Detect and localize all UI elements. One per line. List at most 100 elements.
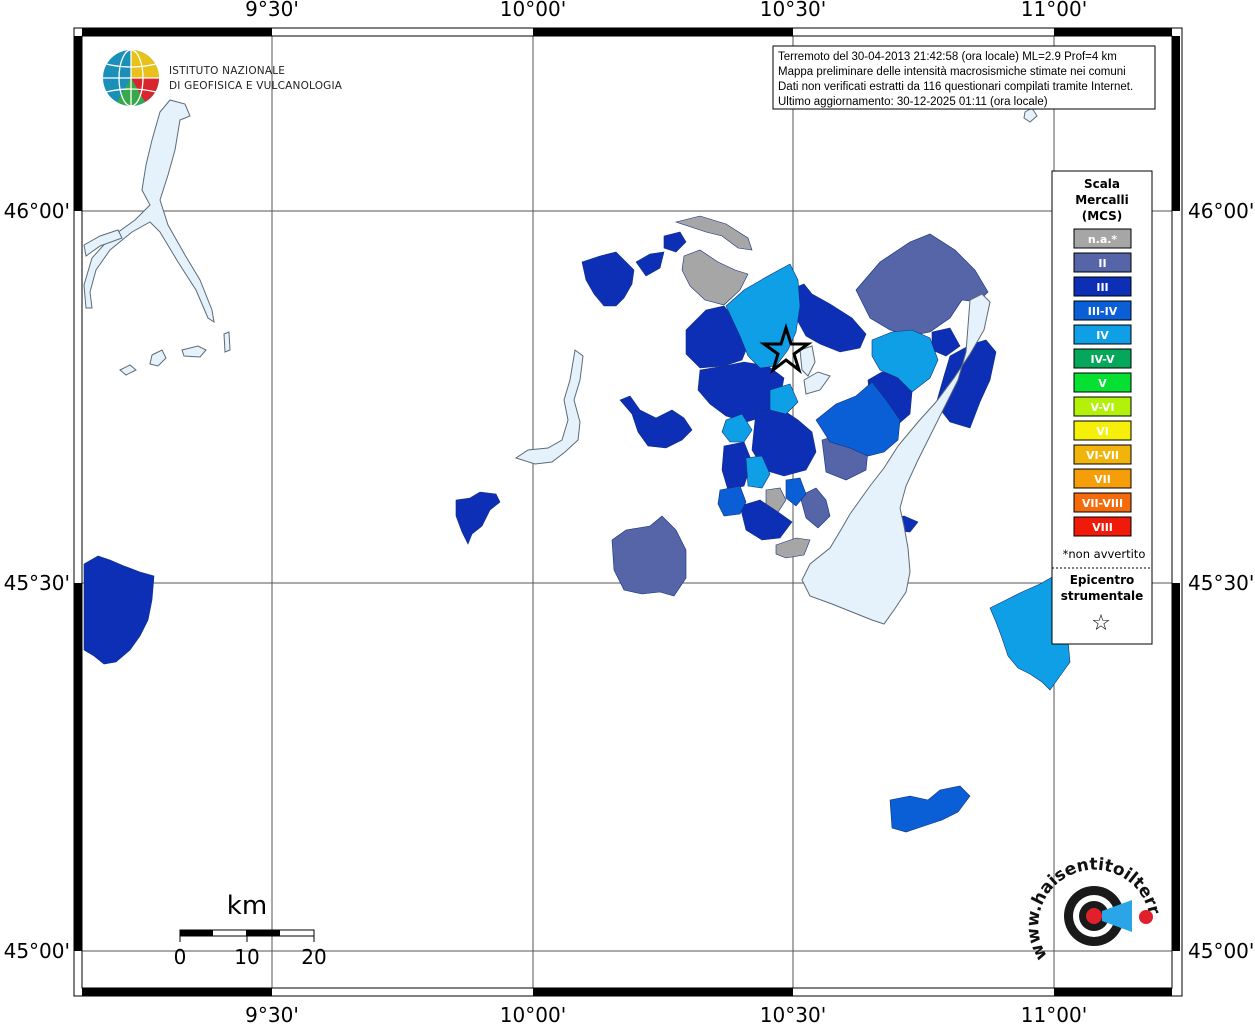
info-line-updated: Ultimo aggiornamento: 30-12-2025 01:11 (…: [778, 96, 1048, 108]
municipality-na: [775, 537, 811, 559]
municipality-iii: [581, 251, 635, 307]
tick-lon-bottom-2: 10°00': [500, 1003, 566, 1024]
scale-label-10: 10: [234, 945, 259, 969]
legend-swatch: [1073, 468, 1132, 489]
lake-small-3: [119, 364, 137, 376]
legend-swatch: [1073, 348, 1132, 369]
tick-lon-bottom-3: 10°30': [760, 1003, 826, 1024]
legend-class-label: III: [1096, 281, 1108, 294]
municipality-iv: [745, 455, 771, 489]
map-area: [82, 36, 1172, 988]
info-line-data: Dati non verificati estratti da 116 ques…: [778, 81, 1133, 93]
ingv-logo: ISTITUTO NAZIONALE DI GEOFISICA E VULCAN…: [103, 49, 343, 107]
tick-lon-top-2: 10°00': [500, 0, 566, 21]
lake-como-branch: [83, 229, 123, 257]
lake-garda-north: [803, 371, 831, 395]
tick-lat-left-1: 46°00': [4, 199, 70, 223]
legend-classes: n.a.*IIIIIIII-IVIVIV-VVV-VIVIVI-VIIVIIVI…: [1073, 228, 1132, 537]
legend-swatch: [1073, 396, 1132, 417]
legend: Scala Mercalli (MCS) n.a.*IIIIIIII-IVIVI…: [1051, 170, 1153, 645]
scale-label-0: 0: [174, 945, 187, 969]
legend-title-1: Scala: [1084, 177, 1120, 191]
lake-small-4: [223, 331, 231, 353]
municipality-iv: [871, 329, 939, 393]
epicenter-star-icon: ☆: [1091, 611, 1111, 636]
municipality-ii: [611, 515, 687, 597]
municipality-iii: [793, 283, 867, 353]
ingv-logo-line1: ISTITUTO NAZIONALE: [169, 65, 285, 77]
tick-lat-right-1: 46°00': [1188, 199, 1254, 223]
tick-lon-top-4: 11°00': [1021, 0, 1087, 21]
scale-bar: km 0 10 20: [174, 891, 327, 969]
tick-lon-top-3: 10°30': [760, 0, 826, 21]
ingv-logo-line2: DI GEOFISICA E VULCANOLOGIA: [169, 80, 343, 92]
municipality-iii-iv: [785, 477, 807, 507]
tick-lat-left-3: 45°00': [4, 939, 70, 963]
legend-swatch: [1073, 516, 1132, 537]
event-info-box: Terremoto del 30-04-2013 21:42:58 (ora l…: [772, 45, 1156, 110]
legend-class-label: V: [1098, 377, 1107, 390]
legend-class-label: V-VI: [1090, 401, 1114, 414]
legend-swatch: [1073, 276, 1132, 297]
municipality-iii: [619, 395, 693, 449]
legend-swatch: [1073, 252, 1132, 273]
legend-swatch: [1073, 324, 1132, 345]
legend-class-label: III-IV: [1088, 305, 1118, 318]
legend-class-label: VI-VII: [1086, 449, 1119, 462]
legend-class-label: IV: [1096, 329, 1109, 342]
tick-lat-right-2: 45°30': [1188, 571, 1254, 595]
municipality-iii: [751, 407, 817, 477]
municipality-iii-iv: [717, 485, 747, 517]
lake-iseo: [514, 349, 584, 465]
megaphone-icon: [1102, 900, 1132, 932]
legend-swatch: [1073, 228, 1132, 249]
legend-swatch: [1073, 372, 1132, 393]
municipality-iii-iv: [815, 381, 901, 457]
legend-swatch: [1073, 300, 1132, 321]
lake-idro: [799, 345, 816, 377]
municipality-iii: [935, 339, 997, 429]
legend-swatch: [1073, 444, 1132, 465]
legend-class-label: IV-V: [1090, 353, 1115, 366]
municipality-iii: [635, 251, 665, 277]
municipality-na: [681, 249, 749, 306]
lake-small-1: [149, 349, 167, 367]
legend-class-label: VI: [1096, 425, 1109, 438]
tick-lon-top-1: 9°30': [245, 0, 299, 21]
tick-lon-bottom-1: 9°30': [245, 1003, 299, 1024]
legend-epicenter-line1: Epicentro: [1070, 573, 1135, 587]
legend-note: *non avvertito: [1063, 547, 1146, 561]
question-icon: [1139, 910, 1153, 924]
legend-swatch: [1073, 420, 1132, 441]
tick-lat-right-3: 45°00': [1188, 939, 1254, 963]
legend-swatch: [1073, 492, 1132, 513]
municipality-na: [674, 215, 753, 251]
municipality-iv: [769, 383, 799, 415]
municipality-ii: [799, 487, 831, 529]
legend-title-2: Mercalli: [1075, 193, 1129, 207]
tick-lat-left-2: 45°30': [4, 571, 70, 595]
legend-title-3: (MCS): [1082, 209, 1123, 223]
legend-class-label: VII: [1094, 473, 1111, 486]
municipality-iii: [663, 231, 687, 253]
municipality-iii: [455, 491, 501, 545]
map-frame: [73, 27, 1183, 997]
tick-lon-bottom-4: 11°00': [1021, 1003, 1087, 1024]
municipalities: [83, 215, 1073, 833]
municipality-iii: [739, 499, 793, 541]
info-line-map: Mappa preliminare delle intensità macros…: [778, 66, 1126, 78]
municipality-iv: [721, 413, 753, 443]
lake-small-2: [181, 345, 207, 358]
scale-unit: km: [227, 891, 267, 921]
legend-class-label: VIII: [1092, 521, 1113, 534]
municipality-iii: [83, 555, 155, 665]
legend-class-label: n.a.*: [1088, 233, 1118, 246]
municipality-iii-iv: [889, 785, 971, 833]
info-line-event: Terremoto del 30-04-2013 21:42:58 (ora l…: [778, 51, 1117, 63]
lakes: [83, 99, 1038, 465]
tick-labels: 9°30' 10°00' 10°30' 11°00' 9°30' 10°00' …: [4, 0, 1255, 1024]
legend-class-label: VII-VIII: [1082, 497, 1123, 510]
lake-garda: [801, 293, 991, 625]
legend-epicenter-line2: strumentale: [1061, 589, 1144, 603]
